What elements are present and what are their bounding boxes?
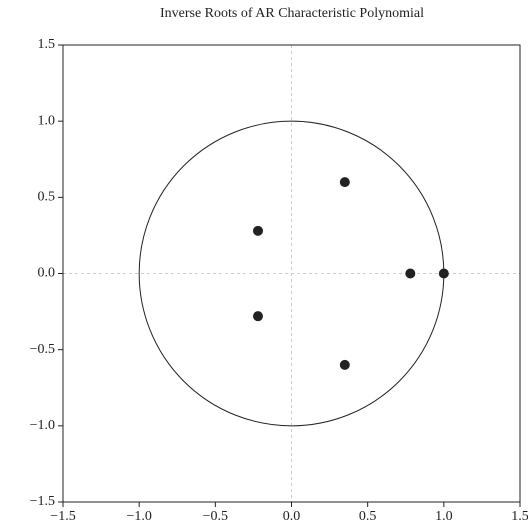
root-point [405, 268, 416, 279]
root-point [339, 359, 350, 370]
x-tick-label: −1.5 [50, 509, 75, 524]
y-tick-label: −1.5 [30, 494, 55, 509]
x-tick-label: 0.5 [359, 509, 377, 524]
chart-title: Inverse Roots of AR Characteristic Polyn… [160, 6, 424, 21]
y-tick-label: −0.5 [30, 342, 55, 357]
x-tick-label: 0.0 [283, 509, 301, 524]
y-tick-label: 0.5 [38, 190, 56, 205]
y-tick-label: −1.0 [30, 418, 55, 433]
y-tick-label: 1.0 [38, 113, 56, 128]
x-tick-label: 1.5 [511, 509, 528, 524]
root-point [438, 268, 449, 279]
y-tick-label: 0.0 [38, 266, 56, 281]
root-point [339, 177, 350, 188]
root-point [252, 225, 263, 236]
x-tick-label: −1.0 [126, 509, 151, 524]
x-tick-label: 1.0 [435, 509, 453, 524]
y-tick-label: 1.5 [38, 37, 56, 52]
x-tick-label: −0.5 [203, 509, 228, 524]
root-point [252, 311, 263, 322]
